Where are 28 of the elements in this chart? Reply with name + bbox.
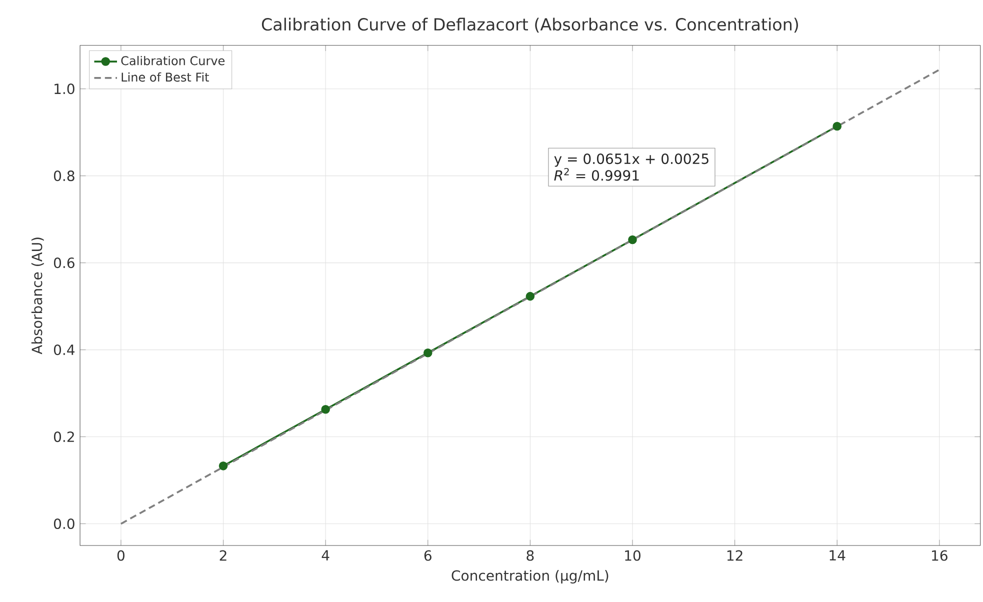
y-axis-title: Absorbance (AU) [31, 238, 44, 355]
x-tick-label: 10 [625, 550, 640, 562]
y-tick-label: 0.2 [54, 432, 74, 442]
x-tick-label: 0 [117, 550, 124, 562]
y-tick-label: 0.6 [54, 258, 74, 268]
chart-title: Calibration Curve of Deflazacort (Absorbance vs. Concentration) [262, 18, 798, 33]
point [526, 292, 535, 301]
x-tick-label: 12 [727, 550, 742, 561]
x-tick-label: 4 [322, 550, 330, 561]
point [321, 405, 330, 414]
x-tick-label: 8 [526, 550, 534, 562]
x-tick-label: 16 [932, 550, 948, 562]
x-tick-label: 6 [424, 550, 432, 562]
legend-label: Calibration Curve [121, 56, 225, 66]
point [832, 122, 842, 131]
annotation: y = 0.0651x + 0.0025 [554, 154, 708, 168]
x-axis-title: Concentration (µg/mL) [452, 570, 608, 584]
point [218, 462, 228, 471]
annotation: R$^{2}$ = 0.9991 [554, 168, 639, 181]
y-tick-label: 0.8 [54, 170, 74, 182]
y-tick-label: 0.0 [54, 518, 74, 530]
point [423, 348, 432, 358]
x-tick-label: 2 [220, 550, 226, 561]
y-tick-label: 1.0 [54, 84, 74, 94]
point [628, 236, 637, 244]
y-tick-label: 0.4 [54, 344, 75, 356]
legend-label: Line of Best Fit [122, 72, 209, 82]
x-tick-label: 14 [830, 550, 846, 561]
